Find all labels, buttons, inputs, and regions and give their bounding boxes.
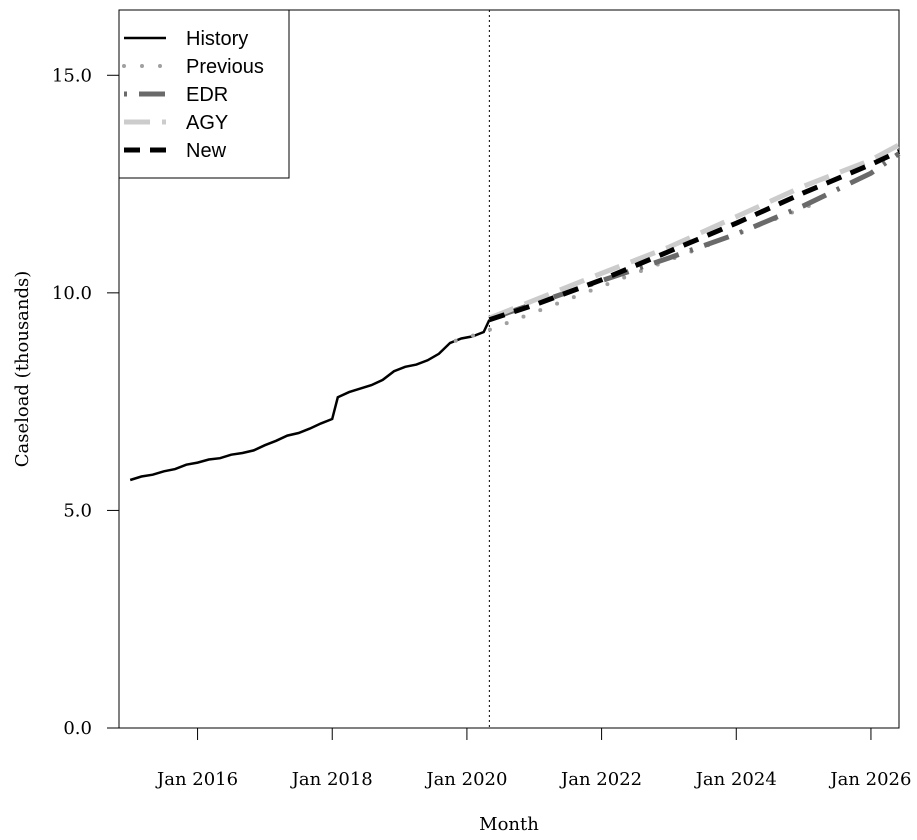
y-axis: 0.0 5.0 10.0 15.0 [52, 65, 120, 739]
legend: History Previous EDR AGY New [118, 9, 290, 179]
series-line-history [129, 319, 491, 482]
x-tick-label: Jan 2020 [424, 769, 507, 790]
x-tick-label: Jan 2018 [290, 769, 373, 790]
y-tick-label: 5.0 [63, 500, 92, 521]
legend-label-history: History [186, 28, 248, 50]
legend-label-agy: AGY [186, 112, 228, 134]
x-tick-label: Jan 2026 [828, 769, 911, 790]
y-tick-label: 15.0 [52, 65, 92, 86]
y-tick-label: 0.0 [63, 718, 92, 739]
x-tick-label: Jan 2016 [155, 769, 238, 790]
series-line-new [488, 149, 901, 323]
y-axis-title: Caseload (thousands) [12, 271, 33, 468]
legend-label-previous: Previous [186, 56, 264, 78]
x-axis: Jan 2016 Jan 2018 Jan 2020 Jan 2022 Jan 2024… [155, 727, 911, 790]
legend-label-new: New [186, 140, 227, 162]
x-tick-label: Jan 2024 [694, 769, 777, 790]
x-axis-title: Month [479, 814, 539, 835]
legend-label-edr: EDR [186, 84, 228, 106]
series-layer [129, 142, 901, 482]
series-line-agy [488, 142, 901, 321]
series-line-edr [488, 151, 901, 322]
y-tick-label: 10.0 [52, 283, 92, 304]
x-tick-label: Jan 2022 [559, 769, 642, 790]
